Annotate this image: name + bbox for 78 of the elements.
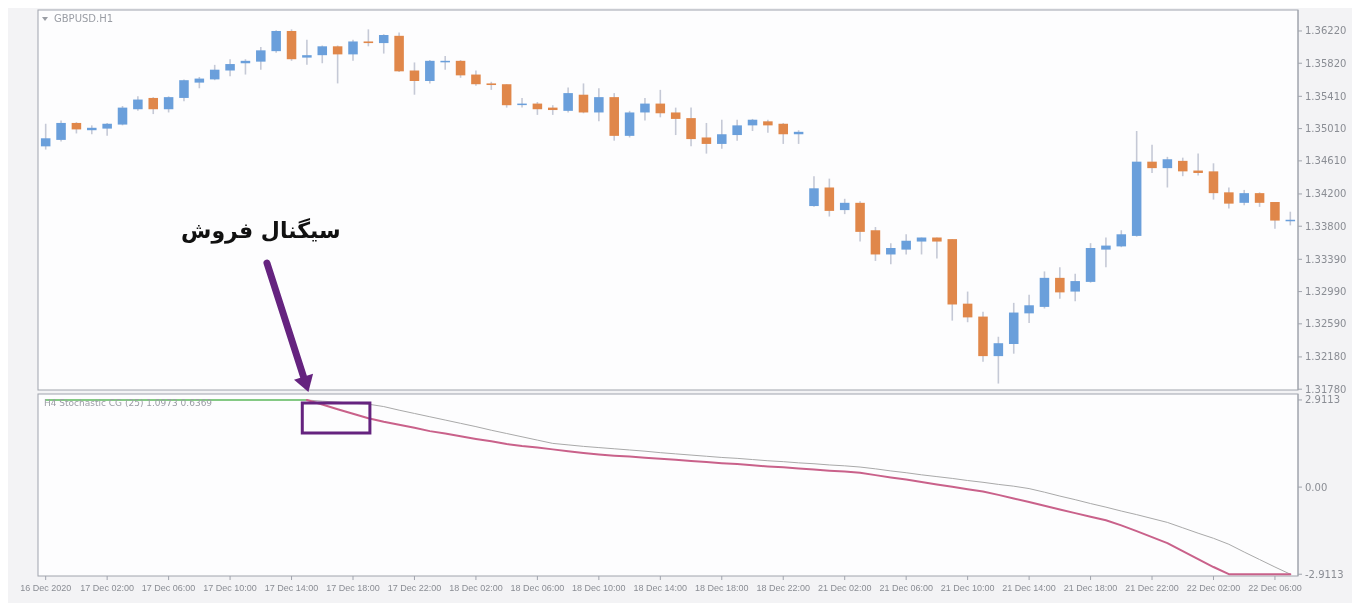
x-tick-label: 17 Dec 18:00 (326, 583, 380, 593)
candlestick (1224, 186, 1234, 210)
y-tick-label: 1.33390 (1305, 253, 1347, 265)
annotation: سیگنال فروش (181, 217, 341, 244)
candlestick (993, 335, 1004, 385)
x-tick-label: 21 Dec 10:00 (940, 583, 995, 593)
candlestick (886, 242, 896, 265)
y-tick-label: 1.32590 (1305, 318, 1347, 330)
x-tick-label: 17 Dec 22:00 (387, 583, 442, 593)
candlestick (486, 81, 497, 91)
y-tick-label: 1.33800 (1305, 220, 1347, 232)
y-tick-label: 1.34610 (1305, 155, 1347, 167)
candlestick (1208, 162, 1219, 201)
chart-title: H4 Stochastic CG (25) 1.0973 0.6369 (44, 398, 213, 408)
y-tick-label: 1.35010 (1305, 123, 1347, 135)
candlestick (332, 44, 343, 85)
x-tick-label: 18 Dec 22:00 (756, 583, 811, 593)
y-tick-label: 1.32990 (1305, 286, 1347, 298)
candlestick (348, 39, 358, 62)
candlestick (901, 233, 911, 256)
candlestick (1055, 266, 1065, 300)
candlestick (378, 33, 389, 55)
x-tick-label: 17 Dec 02:00 (80, 583, 134, 593)
x-tick-label: 22 Dec 02:00 (1186, 583, 1241, 593)
candlestick (256, 46, 266, 71)
y-tick-label: 1.31780 (1305, 383, 1347, 395)
y-tick-label: 1.36220 (1305, 25, 1347, 37)
candlestick (1024, 294, 1034, 324)
candlestick (809, 175, 819, 208)
x-tick-label: 18 Dec 02:00 (449, 583, 503, 593)
candlestick (578, 82, 589, 115)
y-tick-label: 0.00 (1305, 481, 1328, 493)
candlestick (1177, 156, 1188, 177)
x-tick-label: 18 Dec 10:00 (572, 583, 626, 593)
candlestick (1270, 201, 1280, 230)
candlestick (640, 97, 650, 122)
candlestick (1070, 273, 1080, 303)
candlestick (179, 78, 189, 102)
y-tick-label: 1.34200 (1305, 188, 1347, 200)
candlestick (1147, 143, 1157, 174)
candlestick (670, 106, 681, 136)
candlestick (501, 83, 512, 109)
x-tick-label: 18 Dec 06:00 (510, 583, 565, 593)
candlestick (56, 119, 66, 143)
candlestick (732, 118, 742, 142)
x-tick-label: 21 Dec 18:00 (1063, 583, 1118, 593)
x-tick-label: 17 Dec 14:00 (264, 583, 319, 593)
x-tick-label: 21 Dec 14:00 (1002, 583, 1056, 593)
y-tick-label: 1.35820 (1305, 57, 1347, 69)
chart-title: GBPUSD.H1 (54, 13, 114, 24)
candlestick (425, 59, 435, 85)
candlestick (824, 177, 835, 218)
candlestick (1162, 156, 1173, 189)
x-tick-label: 21 Dec 06:00 (879, 583, 933, 593)
y-tick-label: 2.9113 (1305, 394, 1340, 406)
y-tick-label: 1.32180 (1305, 351, 1347, 363)
candlestick (624, 110, 635, 139)
candlestick (563, 86, 573, 114)
candlestick (302, 39, 312, 66)
x-tick-label: 22 Dec 06:00 (1248, 583, 1302, 593)
x-tick-label: 21 Dec 22:00 (1125, 583, 1179, 593)
candlestick (40, 122, 51, 151)
x-tick-label: 18 Dec 14:00 (633, 583, 688, 593)
y-tick-label: 1.35410 (1305, 90, 1347, 102)
candlestick (1101, 236, 1111, 269)
y-tick-label: -2.9113 (1305, 568, 1344, 580)
candlestick (409, 61, 420, 96)
x-tick-label: 21 Dec 02:00 (817, 583, 872, 593)
x-tick-label: 16 Dec 2020 (20, 583, 72, 593)
candlestick (686, 106, 696, 148)
candlestick (594, 87, 604, 123)
candlestick (778, 122, 789, 145)
x-tick-label: 17 Dec 06:00 (141, 583, 196, 593)
x-tick-label: 18 Dec 18:00 (695, 583, 749, 593)
x-tick-label: 17 Dec 10:00 (203, 583, 257, 593)
candlestick (701, 122, 712, 155)
candlestick (717, 118, 727, 150)
candlestick (271, 29, 281, 54)
